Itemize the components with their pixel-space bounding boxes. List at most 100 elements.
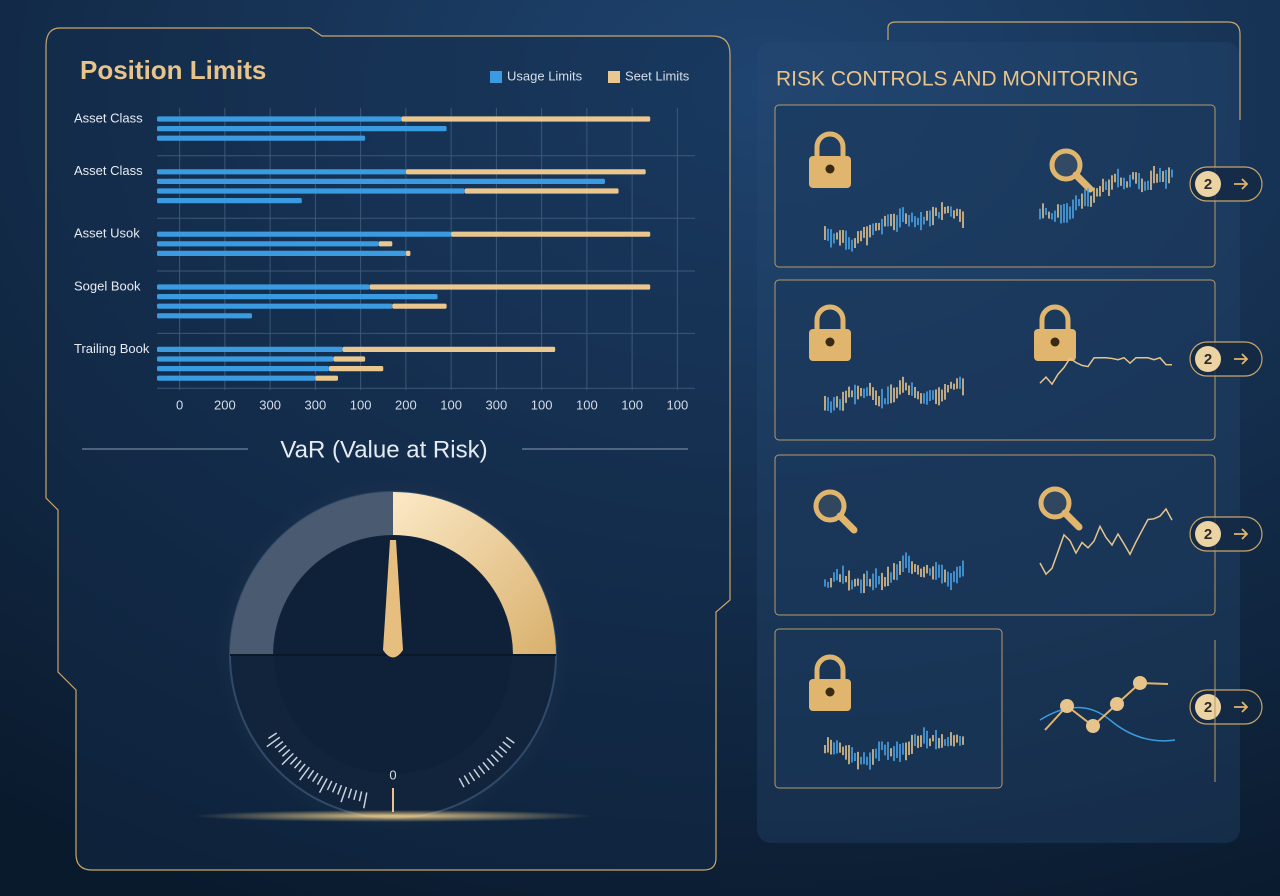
gauge-tick <box>358 791 363 802</box>
gauge-tick <box>281 748 291 757</box>
lock-shackle <box>814 654 846 679</box>
x-tick-label: 100 <box>576 397 598 412</box>
magnifier-lens <box>813 489 847 523</box>
bar <box>157 178 605 184</box>
x-tick-label: 200 <box>395 397 417 412</box>
bar <box>157 126 447 132</box>
bar <box>464 188 619 194</box>
bar <box>342 346 556 352</box>
bar <box>333 356 366 362</box>
gauge-tick <box>267 732 278 740</box>
magnifier-handle <box>836 512 858 534</box>
y-tick-label: Asset Class <box>74 110 143 125</box>
gauge-title: VaR (Value at Risk) <box>280 436 487 463</box>
gauge-tick <box>326 780 333 791</box>
lock-hole <box>825 164 835 174</box>
bar <box>405 169 646 175</box>
gauge-needle <box>383 540 403 658</box>
badge-label: 2 <box>1204 699 1212 716</box>
sparkline <box>1039 356 1173 386</box>
x-tick-label: 300 <box>305 397 327 412</box>
y-tick-label: Asset Class <box>74 163 143 178</box>
gauge-arc-gold <box>393 492 556 655</box>
gauge-scale-label: 0 <box>389 767 396 782</box>
bar <box>157 169 406 175</box>
bar <box>157 284 370 290</box>
x-tick-label: 300 <box>259 397 281 412</box>
bar <box>157 294 438 300</box>
y-tick-label: Trailing Book <box>74 341 150 356</box>
bar <box>157 313 253 319</box>
legend-swatch <box>608 71 620 83</box>
gauge-tick <box>473 768 481 778</box>
gauge-tick <box>486 758 495 767</box>
gauge-tick <box>274 740 284 749</box>
cards: 2 2 2 2 <box>774 104 1263 789</box>
lock-shackle <box>814 131 846 156</box>
x-tick-label: 100 <box>531 397 553 412</box>
bar <box>157 356 334 362</box>
gauge-tick <box>468 772 476 782</box>
badge <box>1195 171 1221 197</box>
risk-card <box>774 628 1003 789</box>
arrow-icon <box>1234 353 1249 365</box>
bar <box>157 135 366 141</box>
bar <box>315 375 338 381</box>
lock-hole <box>825 337 835 347</box>
lock-shackle <box>1039 304 1071 329</box>
x-tick-label: 100 <box>621 397 643 412</box>
bar <box>157 198 302 204</box>
legend-label: Usage Limits <box>507 68 583 83</box>
gauge-tick <box>463 775 471 785</box>
badge-label: 2 <box>1204 176 1212 193</box>
x-tick-label: 100 <box>440 397 462 412</box>
gauge-base-glow <box>193 810 593 822</box>
bar <box>378 241 393 247</box>
gauge-tick <box>293 760 302 769</box>
bar <box>401 116 651 122</box>
risk-card <box>774 454 1216 616</box>
bar <box>157 366 329 372</box>
lock-shackle <box>814 304 846 329</box>
gauge-tick <box>340 786 348 803</box>
trend-point <box>1060 699 1074 713</box>
gauge-arc-gray <box>230 492 393 655</box>
trend-point <box>1110 697 1124 711</box>
legend-label: Seet Limits <box>625 68 690 83</box>
arrow-icon <box>1234 701 1249 713</box>
bar <box>157 250 406 256</box>
bar <box>157 375 316 381</box>
arrow-icon <box>1234 178 1249 190</box>
lock-hole <box>1050 337 1060 347</box>
gauge-tick <box>311 772 319 783</box>
gauge-tick <box>477 765 486 775</box>
gauge-tick <box>337 784 343 795</box>
magnifier-handle <box>1072 171 1094 193</box>
gauge: 0 <box>193 477 593 833</box>
gauge-tick <box>490 754 499 763</box>
badge-label: 2 <box>1204 351 1212 368</box>
gauge-tick <box>353 789 358 801</box>
x-tick-label: 200 <box>214 397 236 412</box>
bar <box>157 188 465 194</box>
gauge-tick <box>363 792 368 809</box>
bar <box>328 366 384 372</box>
panel-title: RISK CONTROLS AND MONITORING <box>776 68 1139 91</box>
gauge-tick <box>482 761 490 771</box>
bar <box>157 231 452 237</box>
arrow-icon <box>1234 528 1249 540</box>
badge <box>1195 521 1221 547</box>
magnifier-lens <box>1038 486 1072 520</box>
bar <box>451 231 651 237</box>
magnifier-handle <box>1061 509 1083 531</box>
chart-title: Position Limits <box>80 55 266 85</box>
x-tick-label: 100 <box>667 397 689 412</box>
gauge-tick <box>289 756 298 765</box>
bar <box>157 303 393 309</box>
bar <box>405 250 411 256</box>
panel-frame <box>887 21 1241 120</box>
gauge-tick <box>498 745 508 754</box>
gauge-tick <box>316 775 324 785</box>
trend-point <box>1133 676 1147 690</box>
